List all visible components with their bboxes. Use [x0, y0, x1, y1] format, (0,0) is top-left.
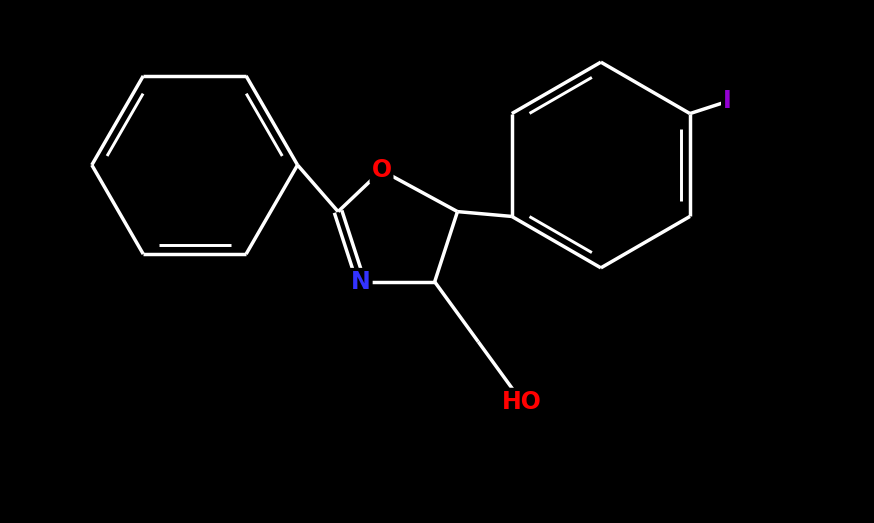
Text: I: I [723, 89, 732, 113]
Text: HO: HO [502, 390, 542, 414]
Text: O: O [371, 158, 392, 183]
Text: N: N [351, 270, 371, 294]
